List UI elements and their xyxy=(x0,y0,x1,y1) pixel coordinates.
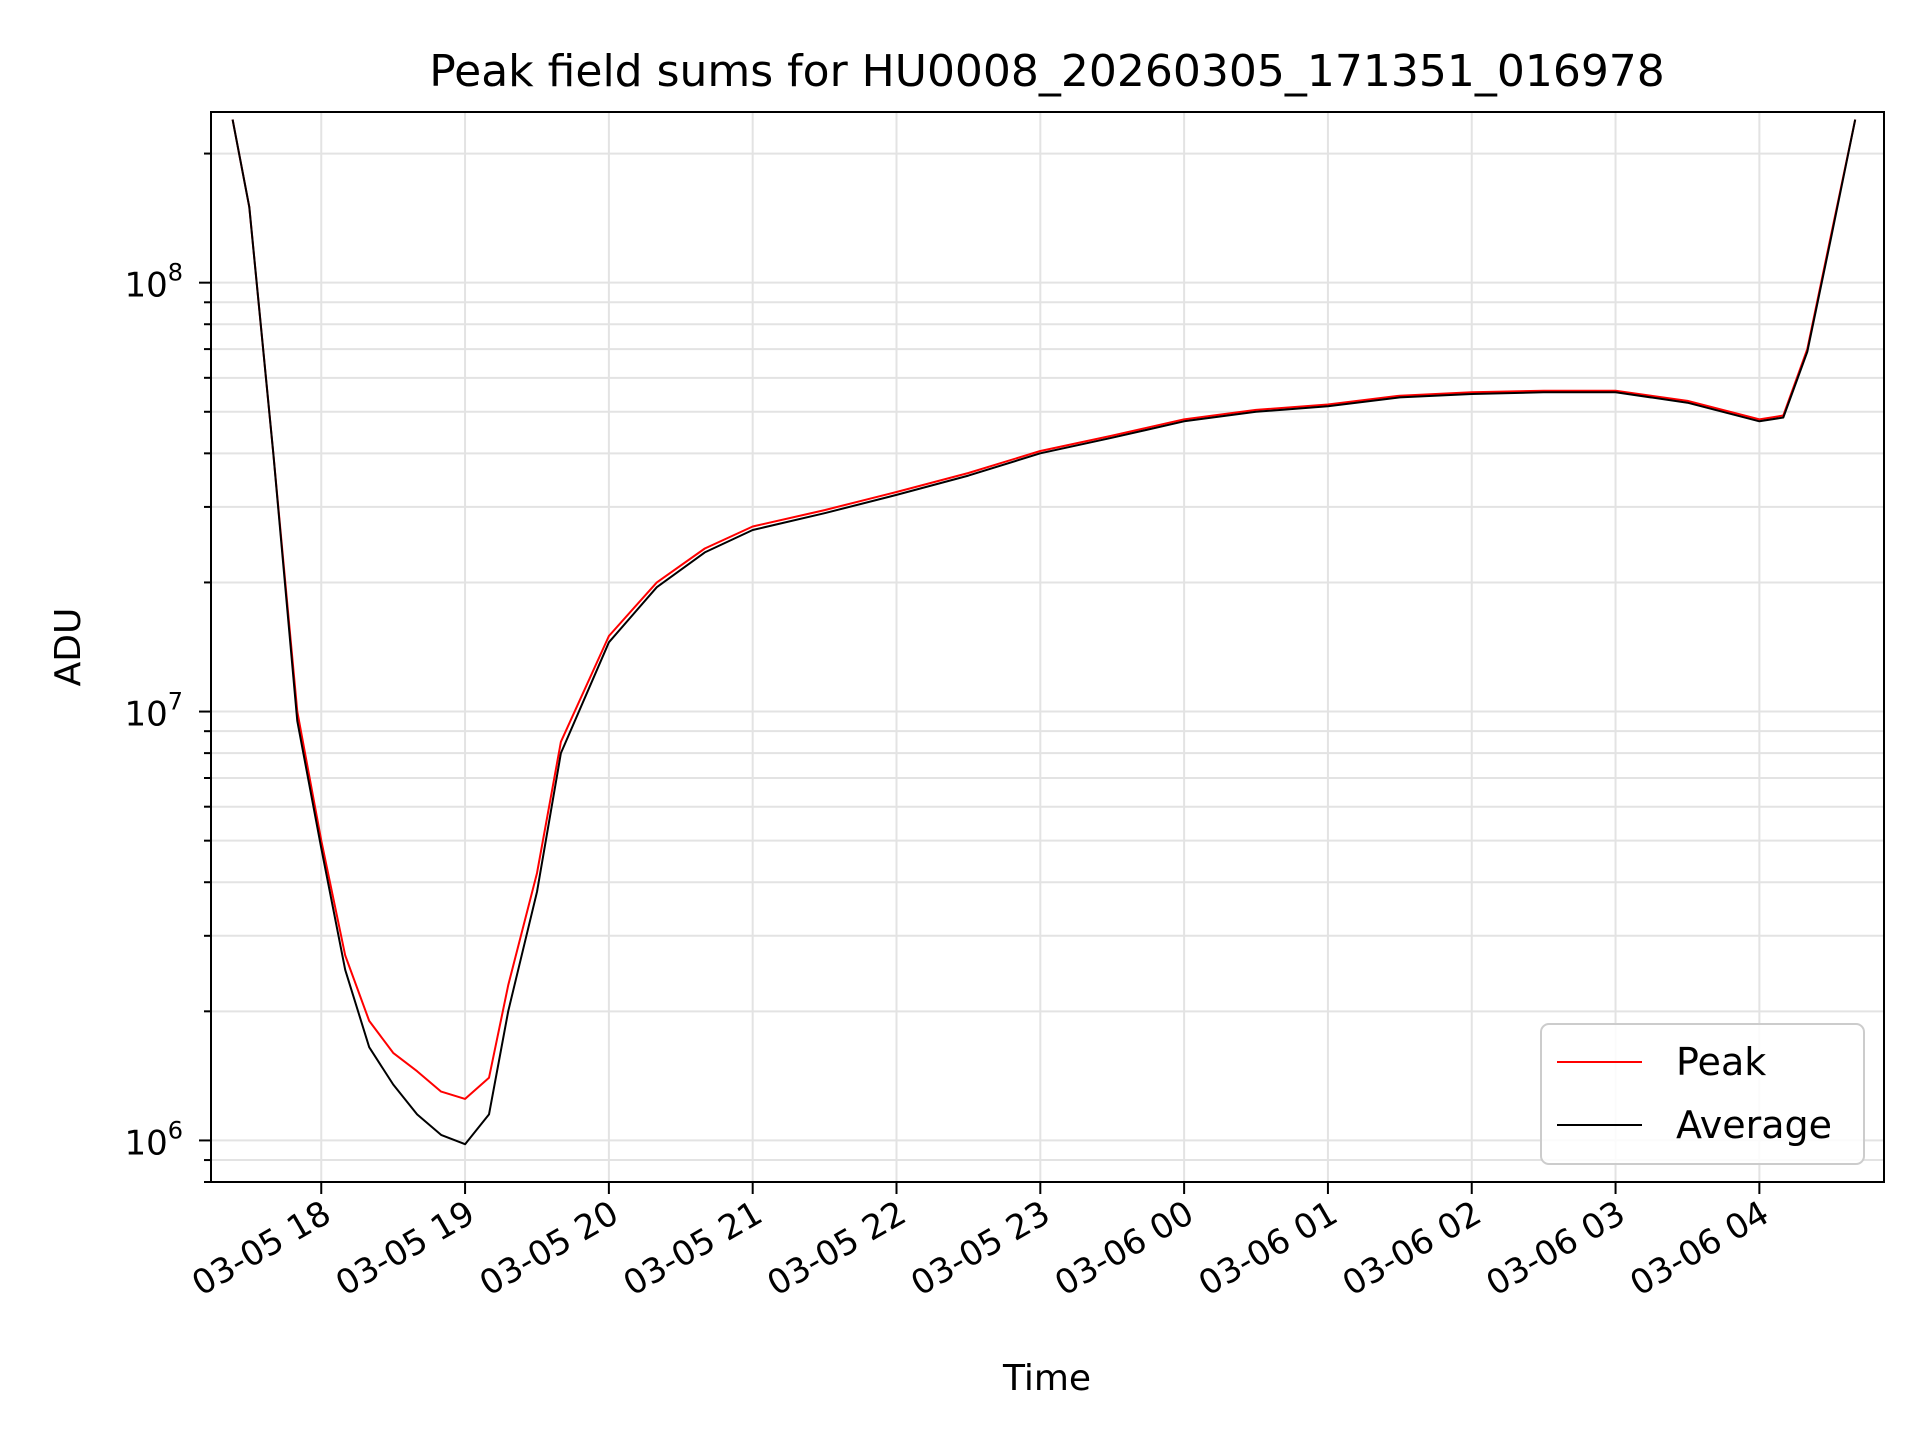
legend: Peak Average xyxy=(1540,1023,1865,1165)
legend-label: Peak xyxy=(1676,1040,1766,1084)
y-tick-exponent: 6 xyxy=(168,1116,183,1144)
y-tick-exponent: 8 xyxy=(168,259,183,287)
y-tick-label: 107 xyxy=(124,688,183,735)
y-tick-base: 10 xyxy=(124,1123,167,1163)
plot-frame xyxy=(210,111,1885,1183)
grid xyxy=(211,112,1884,1183)
y-tick-base: 10 xyxy=(124,266,167,306)
y-tick-label: 108 xyxy=(124,259,183,306)
legend-label: Average xyxy=(1676,1103,1832,1147)
y-tick-label: 106 xyxy=(124,1116,183,1163)
series-line-average xyxy=(231,119,1857,1146)
chart-title: Peak field sums for HU0008_20260305_1713… xyxy=(429,46,1665,97)
y-tick-base: 10 xyxy=(124,695,167,735)
x-axis-label: Time xyxy=(1002,1358,1091,1399)
legend-box xyxy=(1540,1023,1865,1165)
series-line-peak xyxy=(231,119,1857,1100)
data-lines xyxy=(231,119,1857,1146)
y-axis-label: ADU xyxy=(48,608,89,687)
y-tick-exponent: 7 xyxy=(168,688,183,716)
